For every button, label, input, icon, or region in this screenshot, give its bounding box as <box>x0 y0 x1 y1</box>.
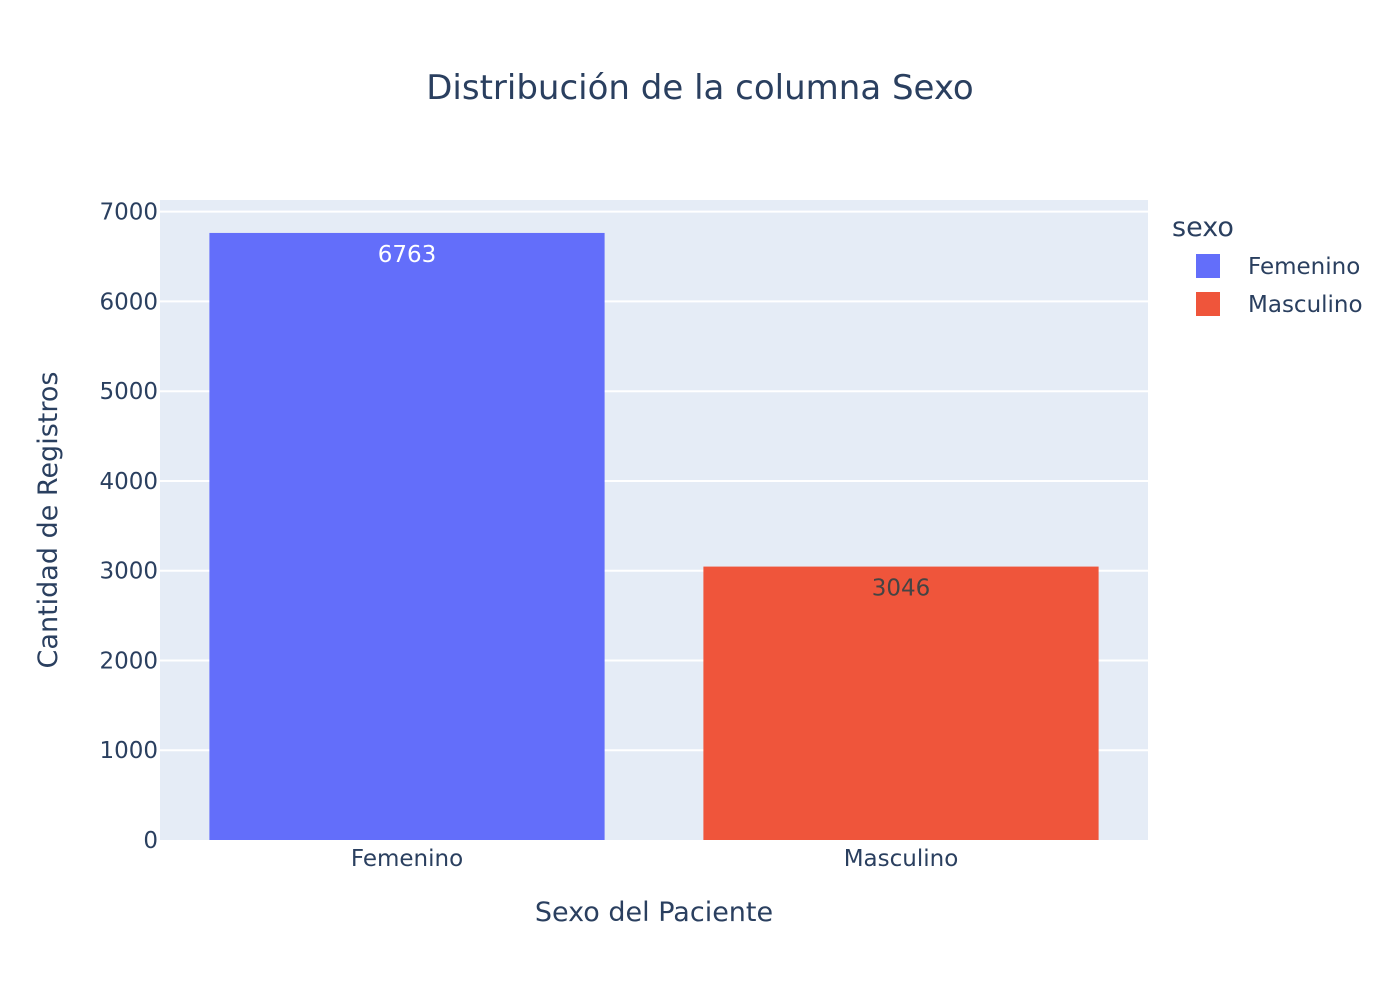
x-axis-title: Sexo del Paciente <box>535 897 773 928</box>
chart-title: Distribución de la columna Sexo <box>426 68 974 108</box>
legend-swatch-masculino <box>1196 292 1220 316</box>
y-axis-title: Cantidad de Registros <box>33 372 64 669</box>
legend: sexo Femenino Masculino <box>1172 212 1363 318</box>
y-tick-label: 5000 <box>99 379 158 405</box>
x-tick-label: Femenino <box>351 846 463 872</box>
bar-masculino <box>703 566 1099 840</box>
y-tick-label: 2000 <box>99 648 158 674</box>
y-tick-label: 4000 <box>99 469 158 495</box>
legend-swatch-femenino <box>1196 254 1220 278</box>
legend-label-masculino[interactable]: Masculino <box>1248 292 1363 318</box>
y-tick-label: 6000 <box>99 289 158 315</box>
bars <box>209 232 1099 840</box>
data-label-femenino: 6763 <box>378 242 437 268</box>
x-tick-label: Masculino <box>844 846 959 872</box>
bar-femenino <box>209 232 605 840</box>
y-tick-label: 0 <box>143 828 158 854</box>
y-tick-label: 7000 <box>99 200 158 226</box>
legend-title: sexo <box>1172 212 1234 243</box>
y-tick-label: 1000 <box>99 738 158 764</box>
data-label-masculino: 3046 <box>872 576 931 602</box>
y-tick-label: 3000 <box>99 559 158 585</box>
data-labels: 6763 3046 <box>378 242 931 602</box>
legend-items: Femenino Masculino <box>1196 254 1363 318</box>
y-tick-labels: 0 1000 2000 3000 4000 5000 6000 7000 <box>99 200 158 854</box>
x-tick-labels: Femenino Masculino <box>351 846 958 872</box>
legend-label-femenino[interactable]: Femenino <box>1248 254 1360 280</box>
